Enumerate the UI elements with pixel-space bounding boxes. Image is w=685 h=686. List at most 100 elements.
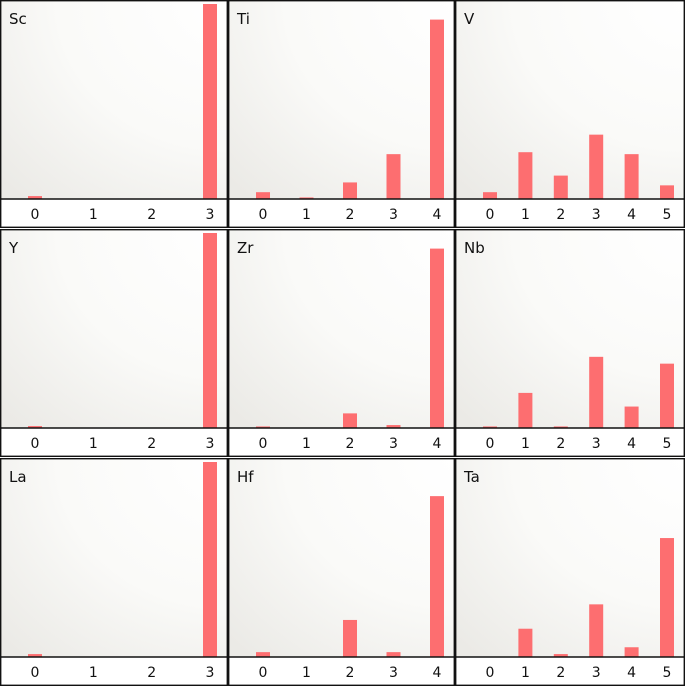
tick-label-v-3: 3: [592, 207, 601, 223]
tick-label-zr-0: 0: [259, 436, 268, 452]
bar-nb-5: [660, 363, 674, 428]
tick-label-y-1: 1: [89, 436, 98, 452]
panel-title-v: V: [464, 10, 475, 28]
chart-svg-la: 0 1 2 3 La: [0, 457, 229, 686]
chart-panel-y: 0 1 2 3 Y: [0, 228, 229, 458]
tick-label-sc-0: 0: [31, 207, 40, 223]
bar-hf-0: [256, 652, 270, 658]
tick-label-la-3: 3: [206, 665, 215, 681]
tick-label-nb-0: 0: [486, 436, 495, 452]
panel-title-y: Y: [8, 239, 19, 257]
tick-label-v-4: 4: [627, 207, 636, 223]
tick-label-ta-3: 3: [592, 665, 601, 681]
panel-frame: [227, 228, 456, 458]
panel-frame: [454, 0, 685, 229]
tick-label-ta-2: 2: [556, 665, 565, 681]
bar-nb-3: [589, 356, 604, 428]
tick-label-ti-1: 1: [302, 207, 311, 223]
bar-y-3: [203, 233, 217, 428]
chart-svg-sc: 0 1 2 3 Sc: [0, 0, 229, 229]
chart-panel-hf: 0 1 2 3 4 Hf: [227, 457, 456, 686]
panel-title-ta: Ta: [463, 468, 480, 486]
bar-ta-1: [518, 628, 533, 657]
bar-zr-2: [343, 413, 357, 429]
tick-label-hf-0: 0: [259, 665, 268, 681]
tick-label-zr-3: 3: [389, 436, 398, 452]
plot-background: [228, 458, 455, 657]
bar-v-2: [553, 175, 568, 199]
bar-v-5: [660, 185, 674, 199]
bar-ta-3: [589, 604, 604, 657]
tick-label-nb-2: 2: [556, 436, 565, 452]
tick-label-zr-2: 2: [346, 436, 355, 452]
bar-ti-1: [299, 197, 314, 199]
tick-label-ti-3: 3: [389, 207, 398, 223]
tick-label-ti-2: 2: [346, 207, 355, 223]
tick-label-y-2: 2: [147, 436, 156, 452]
bar-ti-0: [256, 192, 270, 200]
chart-panel-ti: 0 1 2 3 4 Ti: [227, 0, 456, 229]
bar-v-3: [589, 134, 604, 199]
panel-frame: [0, 228, 229, 458]
tick-label-ta-1: 1: [521, 665, 530, 681]
chart-panel-sc: 0 1 2 3 Sc: [0, 0, 229, 229]
tick-label-hf-1: 1: [302, 665, 311, 681]
tick-label-nb-5: 5: [663, 436, 672, 452]
bar-sc-0: [28, 196, 42, 199]
bar-v-4: [624, 154, 639, 199]
tick-label-ta-0: 0: [486, 665, 495, 681]
bar-hf-4: [430, 496, 444, 658]
bar-la-0: [28, 654, 42, 657]
chart-svg-nb: 0 1 2 3 4 5 Nb: [454, 228, 685, 458]
plot-background: [455, 0, 685, 199]
tick-label-hf-2: 2: [346, 665, 355, 681]
chart-svg-v: 0 1 2 3 4 5 V: [454, 0, 685, 229]
bar-y-0: [28, 426, 42, 428]
plot-background: [228, 0, 455, 199]
bar-hf-2: [343, 619, 357, 657]
tick-label-y-3: 3: [206, 436, 215, 452]
panel-title-nb: Nb: [464, 239, 485, 257]
tick-label-nb-4: 4: [627, 436, 636, 452]
bar-nb-2: [553, 426, 568, 428]
bar-ti-4: [430, 19, 444, 199]
bar-hf-3: [386, 652, 401, 658]
bar-zr-0: [256, 426, 270, 428]
panel-title-zr: Zr: [237, 239, 254, 257]
bar-zr-3: [386, 425, 401, 428]
plot-background: [455, 229, 685, 428]
chart-svg-ta: 0 1 2 3 4 5 Ta: [454, 457, 685, 686]
plot-background: [228, 229, 455, 428]
bar-ti-3: [386, 154, 401, 199]
bar-ta-5: [660, 538, 674, 657]
plot-background: [455, 458, 685, 657]
panel-title-la: La: [9, 468, 27, 486]
bar-ti-2: [343, 182, 357, 200]
tick-label-ta-5: 5: [663, 665, 672, 681]
tick-label-la-1: 1: [89, 665, 98, 681]
panel-title-ti: Ti: [236, 10, 250, 28]
bar-nb-1: [518, 392, 533, 428]
panel-frame: [0, 0, 229, 229]
tick-label-hf-4: 4: [433, 665, 442, 681]
chart-panel-ta: 0 1 2 3 4 5 Ta: [454, 457, 685, 686]
tick-label-hf-3: 3: [389, 665, 398, 681]
panel-title-hf: Hf: [237, 468, 254, 486]
chart-panel-zr: 0 1 2 3 4 Zr: [227, 228, 456, 458]
chart-panel-nb: 0 1 2 3 4 5 Nb: [454, 228, 685, 458]
panel-frame: [227, 0, 456, 229]
tick-label-ti-0: 0: [259, 207, 268, 223]
tick-label-la-2: 2: [147, 665, 156, 681]
tick-label-zr-4: 4: [433, 436, 442, 452]
tick-label-v-2: 2: [556, 207, 565, 223]
tick-label-ti-4: 4: [433, 207, 442, 223]
panel-title-sc: Sc: [9, 10, 27, 28]
chart-panel-v: 0 1 2 3 4 5 V: [454, 0, 685, 229]
bar-nb-4: [624, 406, 639, 428]
tick-label-sc-3: 3: [206, 207, 215, 223]
tick-label-sc-1: 1: [89, 207, 98, 223]
tick-label-y-0: 0: [31, 436, 40, 452]
plot-background: [0, 458, 228, 657]
chart-svg-y: 0 1 2 3 Y: [0, 228, 229, 458]
